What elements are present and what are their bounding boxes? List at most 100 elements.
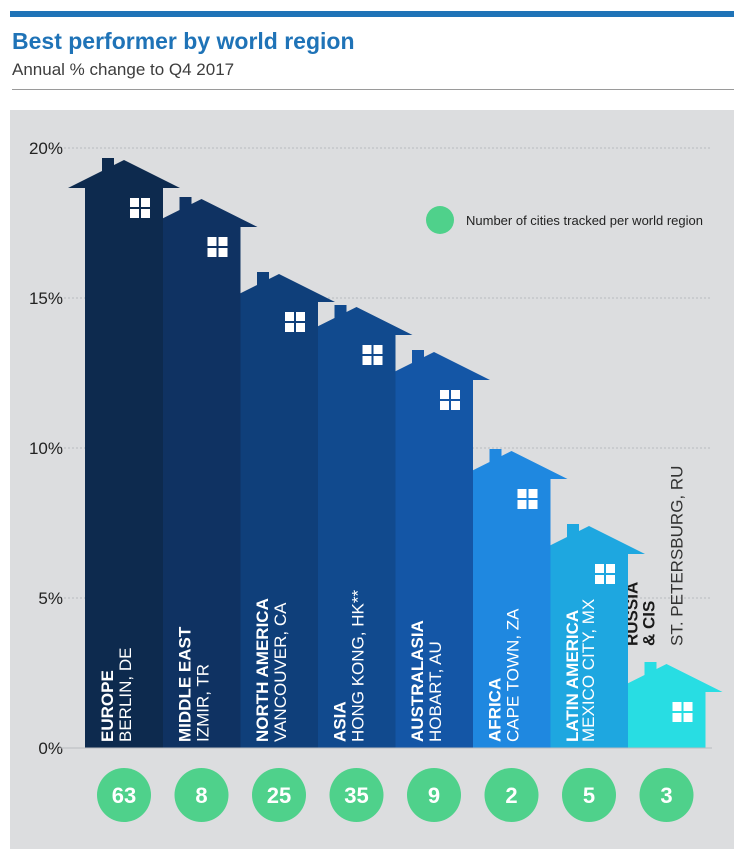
window-icon bbox=[683, 713, 693, 722]
window-icon bbox=[296, 312, 305, 321]
window-icon bbox=[528, 500, 538, 509]
bar-roof bbox=[533, 526, 645, 554]
window-icon bbox=[362, 356, 372, 365]
window-icon bbox=[362, 345, 372, 354]
window-icon bbox=[218, 248, 228, 257]
window-icon bbox=[285, 312, 294, 321]
cities-count-badge bbox=[329, 768, 384, 822]
bar-chimney bbox=[102, 158, 114, 172]
window-icon bbox=[440, 401, 449, 410]
bar-roof bbox=[300, 307, 413, 335]
bar-roof bbox=[610, 664, 723, 692]
city-label: IZMIR, TR bbox=[194, 664, 213, 742]
bar-chimney bbox=[412, 350, 424, 364]
window-icon bbox=[606, 564, 615, 573]
city-label: HONG KONG, HK** bbox=[349, 590, 368, 742]
cities-count-label: 35 bbox=[344, 783, 368, 808]
legend-label: Number of cities tracked per world regio… bbox=[466, 213, 703, 228]
bar-chimney bbox=[334, 305, 347, 319]
window-icon bbox=[517, 500, 527, 509]
cities-count-badge bbox=[639, 768, 694, 822]
window-icon bbox=[528, 489, 538, 498]
bar-chimney bbox=[257, 272, 269, 286]
bar bbox=[627, 692, 706, 748]
bar-label-group: NORTH AMERICA VANCOUVER, CA bbox=[253, 598, 290, 742]
window-icon bbox=[373, 345, 383, 354]
y-tick-label: 5% bbox=[38, 589, 63, 608]
y-tick-label: 0% bbox=[38, 739, 63, 758]
header-divider bbox=[12, 89, 734, 90]
cities-count-label: 63 bbox=[112, 783, 136, 808]
cities-count-label: 25 bbox=[267, 783, 291, 808]
city-label: CAPE TOWN, ZA bbox=[504, 608, 523, 742]
bar bbox=[395, 380, 473, 748]
window-icon bbox=[672, 713, 682, 722]
cities-count-badge bbox=[484, 768, 539, 822]
bar-roof bbox=[145, 199, 258, 227]
window-icon bbox=[207, 237, 217, 246]
y-tick-label: 15% bbox=[29, 289, 63, 308]
bar-label-group: AFRICA CAPE TOWN, ZA bbox=[486, 608, 523, 742]
cities-count-label: 8 bbox=[195, 783, 207, 808]
category-label-line2: & CIS bbox=[640, 601, 659, 646]
bar-roof bbox=[223, 274, 335, 302]
window-icon bbox=[296, 323, 305, 332]
window-icon bbox=[451, 390, 460, 399]
category-label: MIDDLE EAST bbox=[176, 626, 195, 742]
bar-chimney bbox=[644, 662, 657, 676]
chart-title: Best performer by world region bbox=[12, 28, 355, 54]
window-icon bbox=[606, 575, 615, 584]
city-label: MEXICO CITY, MX bbox=[579, 599, 598, 742]
window-icon bbox=[207, 248, 217, 257]
category-label: NORTH AMERICA bbox=[253, 598, 272, 742]
window-icon bbox=[141, 198, 150, 207]
window-icon bbox=[130, 209, 139, 218]
window-icon bbox=[141, 209, 150, 218]
window-icon bbox=[683, 702, 693, 711]
cities-count-label: 2 bbox=[505, 783, 517, 808]
category-label: EUROPE bbox=[98, 670, 117, 742]
cities-count-label: 5 bbox=[583, 783, 595, 808]
cities-count-badge bbox=[97, 768, 151, 822]
y-tick-label: 10% bbox=[29, 439, 63, 458]
window-icon bbox=[130, 198, 139, 207]
category-label: LATIN AMERICA bbox=[563, 610, 582, 742]
bar-chimney bbox=[567, 524, 579, 538]
bar-roof bbox=[68, 160, 180, 188]
bar-roof bbox=[378, 352, 490, 380]
bar-chimney bbox=[489, 449, 502, 463]
bar bbox=[162, 227, 241, 748]
city-label: BERLIN, DE bbox=[116, 648, 135, 742]
window-icon bbox=[373, 356, 383, 365]
bar bbox=[240, 302, 318, 748]
legend-marker bbox=[426, 206, 454, 234]
category-label: ASIA bbox=[331, 701, 350, 742]
window-icon bbox=[451, 401, 460, 410]
bar-label-group: MIDDLE EAST IZMIR, TR bbox=[176, 626, 213, 742]
bar bbox=[472, 479, 551, 748]
top-accent-bar bbox=[10, 11, 734, 17]
bar-label-group: ASIA HONG KONG, HK** bbox=[331, 590, 368, 742]
chart-subtitle: Annual % change to Q4 2017 bbox=[12, 60, 235, 79]
bar-chimney bbox=[179, 197, 192, 211]
city-label: VANCOUVER, CA bbox=[271, 602, 290, 742]
city-label: HOBART, AU bbox=[426, 641, 445, 742]
window-icon bbox=[517, 489, 527, 498]
cities-count-label: 9 bbox=[428, 783, 440, 808]
category-label: AFRICA bbox=[486, 678, 505, 742]
bar-label-group: AUSTRALASIA HOBART, AU bbox=[408, 620, 445, 742]
window-icon bbox=[595, 564, 604, 573]
bar bbox=[550, 554, 628, 748]
cities-count-badge bbox=[252, 768, 306, 822]
window-icon bbox=[285, 323, 294, 332]
y-tick-label: 20% bbox=[29, 139, 63, 158]
cities-count-label: 3 bbox=[660, 783, 672, 808]
bar bbox=[85, 188, 163, 748]
window-icon bbox=[672, 702, 682, 711]
bar-label-group: EUROPE BERLIN, DE bbox=[98, 648, 135, 742]
window-icon bbox=[595, 575, 604, 584]
cities-count-badge bbox=[407, 768, 461, 822]
cities-count-badge bbox=[174, 768, 229, 822]
